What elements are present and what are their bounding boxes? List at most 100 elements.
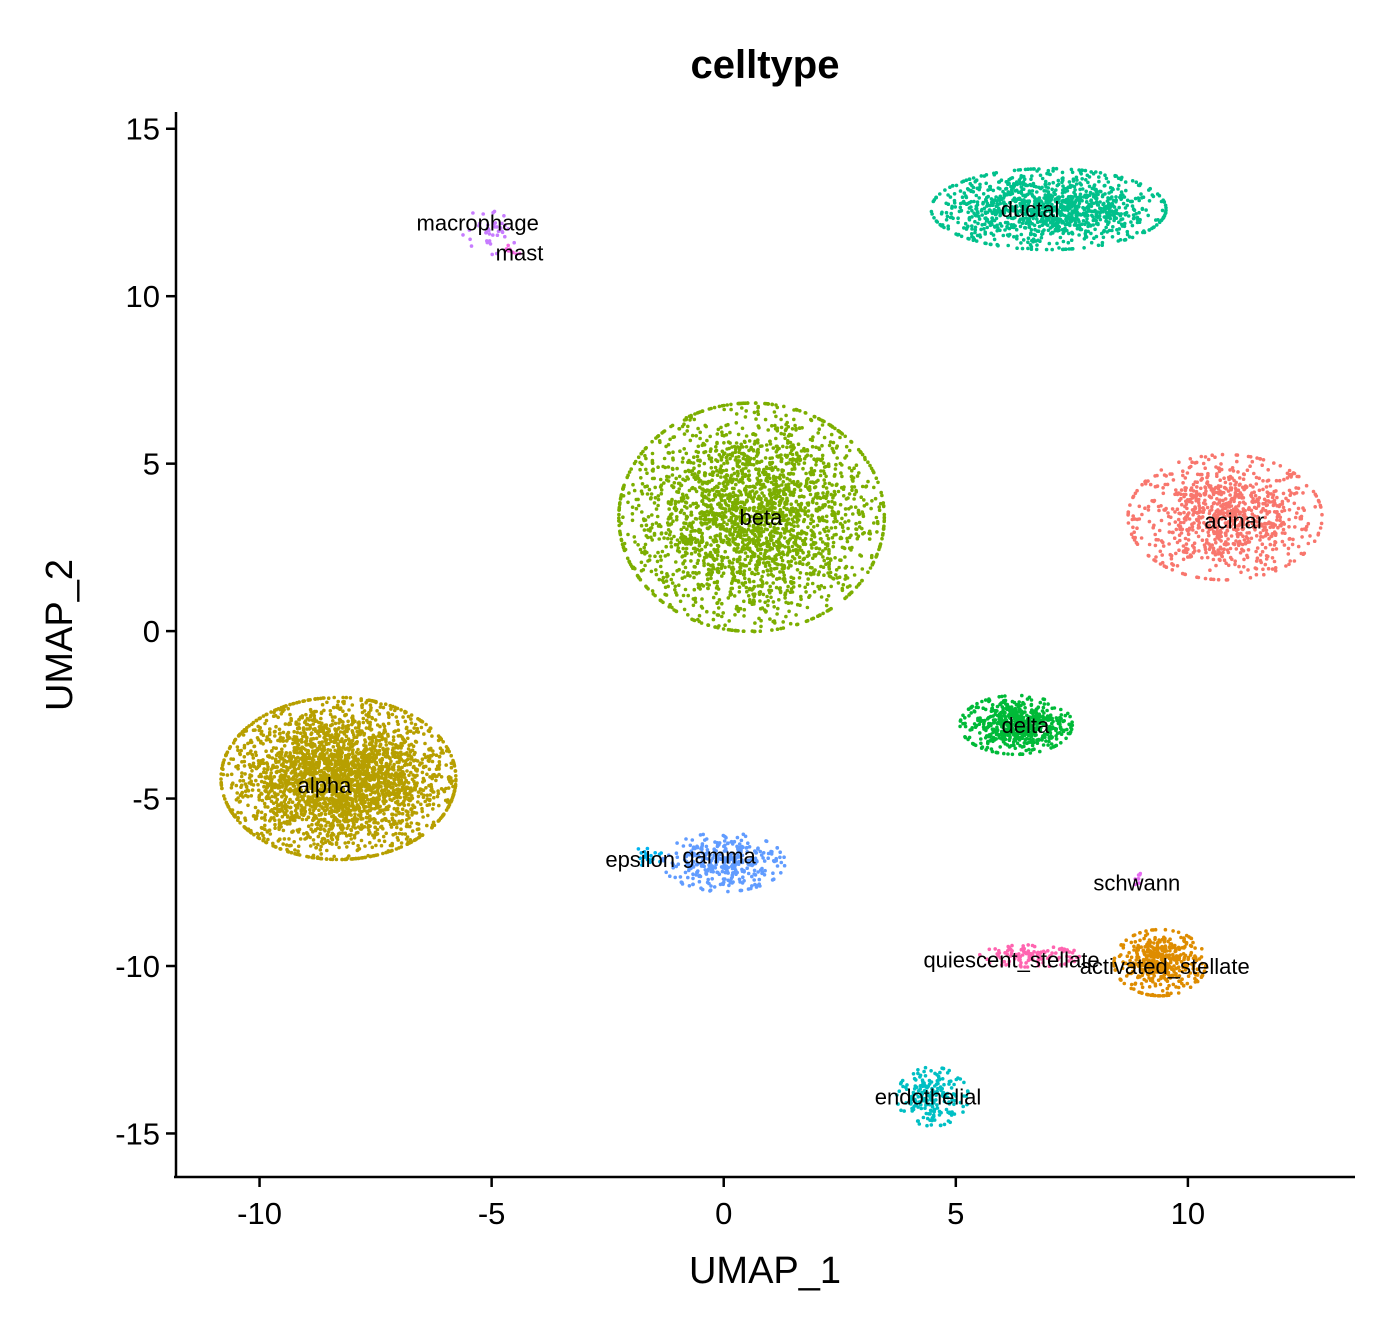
point-beta [642,528,647,532]
point-alpha [239,748,243,753]
point-alpha [243,772,247,776]
point-alpha [370,845,375,850]
point-alpha [318,753,322,757]
point-alpha [244,793,248,798]
point-beta [786,560,791,564]
point-acinar [1254,482,1259,486]
point-acinar [1214,540,1218,545]
point-alpha [364,805,368,809]
point-alpha [254,766,259,771]
point-beta [674,508,678,513]
point-acinar [1311,489,1316,494]
point-alpha [437,755,442,759]
point-alpha [240,771,244,775]
point-alpha [314,846,318,850]
point-alpha [268,727,272,731]
point-alpha [387,755,391,760]
point-alpha [285,783,289,788]
point-acinar [1268,542,1273,547]
point-alpha [384,831,389,836]
point-alpha [227,746,232,751]
point-alpha [345,826,349,831]
point-alpha [323,812,328,816]
point-activated_stellate [1165,993,1169,998]
point-beta [647,487,652,492]
point-alpha [253,817,258,821]
point-activated_stellate [1144,979,1149,983]
point-acinar [1285,476,1290,480]
point-alpha [397,831,402,836]
point-acinar [1219,551,1223,556]
point-alpha [222,758,226,762]
point-acinar [1286,552,1291,556]
point-alpha [351,748,355,752]
point-alpha [341,723,345,728]
point-acinar [1213,516,1218,521]
point-alpha [283,821,287,825]
point-alpha [437,760,442,764]
point-alpha [382,839,387,844]
point-alpha [414,811,419,815]
point-alpha [274,707,279,712]
point-activated_stellate [1156,978,1161,982]
point-acinar [1167,542,1171,546]
point-acinar [1236,470,1240,474]
point-acinar [1177,460,1181,465]
point-alpha [355,779,360,783]
point-alpha [327,799,331,803]
point-acinar [1173,510,1177,514]
point-alpha [399,772,404,777]
point-acinar [1243,508,1247,513]
point-alpha [382,812,386,816]
point-acinar [1254,559,1259,563]
point-alpha [371,796,376,800]
point-acinar [1178,527,1182,532]
point-alpha [338,730,343,734]
point-acinar [1316,533,1320,537]
point-beta [734,441,739,445]
point-alpha [288,751,292,755]
point-alpha [408,824,412,829]
point-alpha [415,773,419,778]
point-acinar [1190,496,1195,500]
point-alpha [296,844,301,849]
point-alpha [372,777,377,782]
point-acinar [1230,476,1234,480]
point-acinar [1227,500,1232,505]
point-alpha [436,819,441,823]
point-alpha [361,720,366,725]
point-alpha [268,809,273,813]
point-alpha [404,710,408,714]
point-alpha [364,744,368,748]
point-beta [850,565,854,570]
point-alpha [360,756,365,760]
point-acinar [1296,544,1301,549]
point-acinar [1168,472,1172,476]
point-acinar [1280,502,1284,506]
point-acinar [1281,520,1286,525]
point-acinar [1248,455,1253,459]
point-alpha [368,792,373,797]
point-acinar [1269,492,1273,496]
point-acinar [1256,498,1260,503]
point-acinar [1197,549,1201,553]
point-alpha [346,719,350,724]
point-alpha [384,743,389,747]
point-alpha [393,777,397,782]
point-acinar [1238,482,1242,487]
point-alpha [341,745,345,750]
point-alpha [311,838,316,842]
point-acinar [1300,535,1304,539]
point-acinar [1272,461,1276,465]
point-alpha [424,722,428,727]
point-alpha [308,844,313,848]
point-alpha [396,746,400,750]
point-alpha [412,838,417,843]
point-alpha [334,734,339,739]
point-alpha [378,760,383,764]
point-alpha [322,696,326,700]
point-acinar [1205,481,1209,486]
point-beta [873,496,878,501]
point-alpha [362,764,367,768]
point-activated_stellate [1177,946,1181,950]
